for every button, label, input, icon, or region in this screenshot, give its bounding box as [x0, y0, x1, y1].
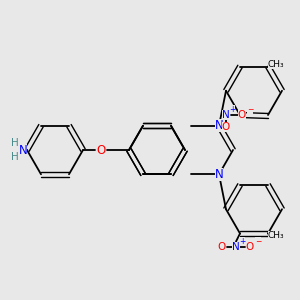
Text: N: N	[19, 143, 27, 157]
Text: +: +	[239, 237, 245, 246]
Text: O: O	[218, 242, 226, 253]
Text: +: +	[229, 106, 235, 115]
Text: N: N	[214, 119, 224, 132]
Text: H: H	[11, 152, 19, 162]
Text: N: N	[222, 110, 230, 120]
Text: O: O	[96, 143, 106, 157]
Text: CH₃: CH₃	[268, 231, 284, 240]
Text: O: O	[222, 122, 230, 132]
Text: −: −	[247, 106, 253, 115]
Text: −: −	[255, 237, 261, 246]
Text: CH₃: CH₃	[268, 60, 284, 69]
Text: O: O	[238, 110, 246, 120]
Text: H: H	[11, 138, 19, 148]
Text: N: N	[232, 242, 240, 253]
Text: N: N	[214, 168, 224, 181]
Text: O: O	[246, 242, 254, 253]
